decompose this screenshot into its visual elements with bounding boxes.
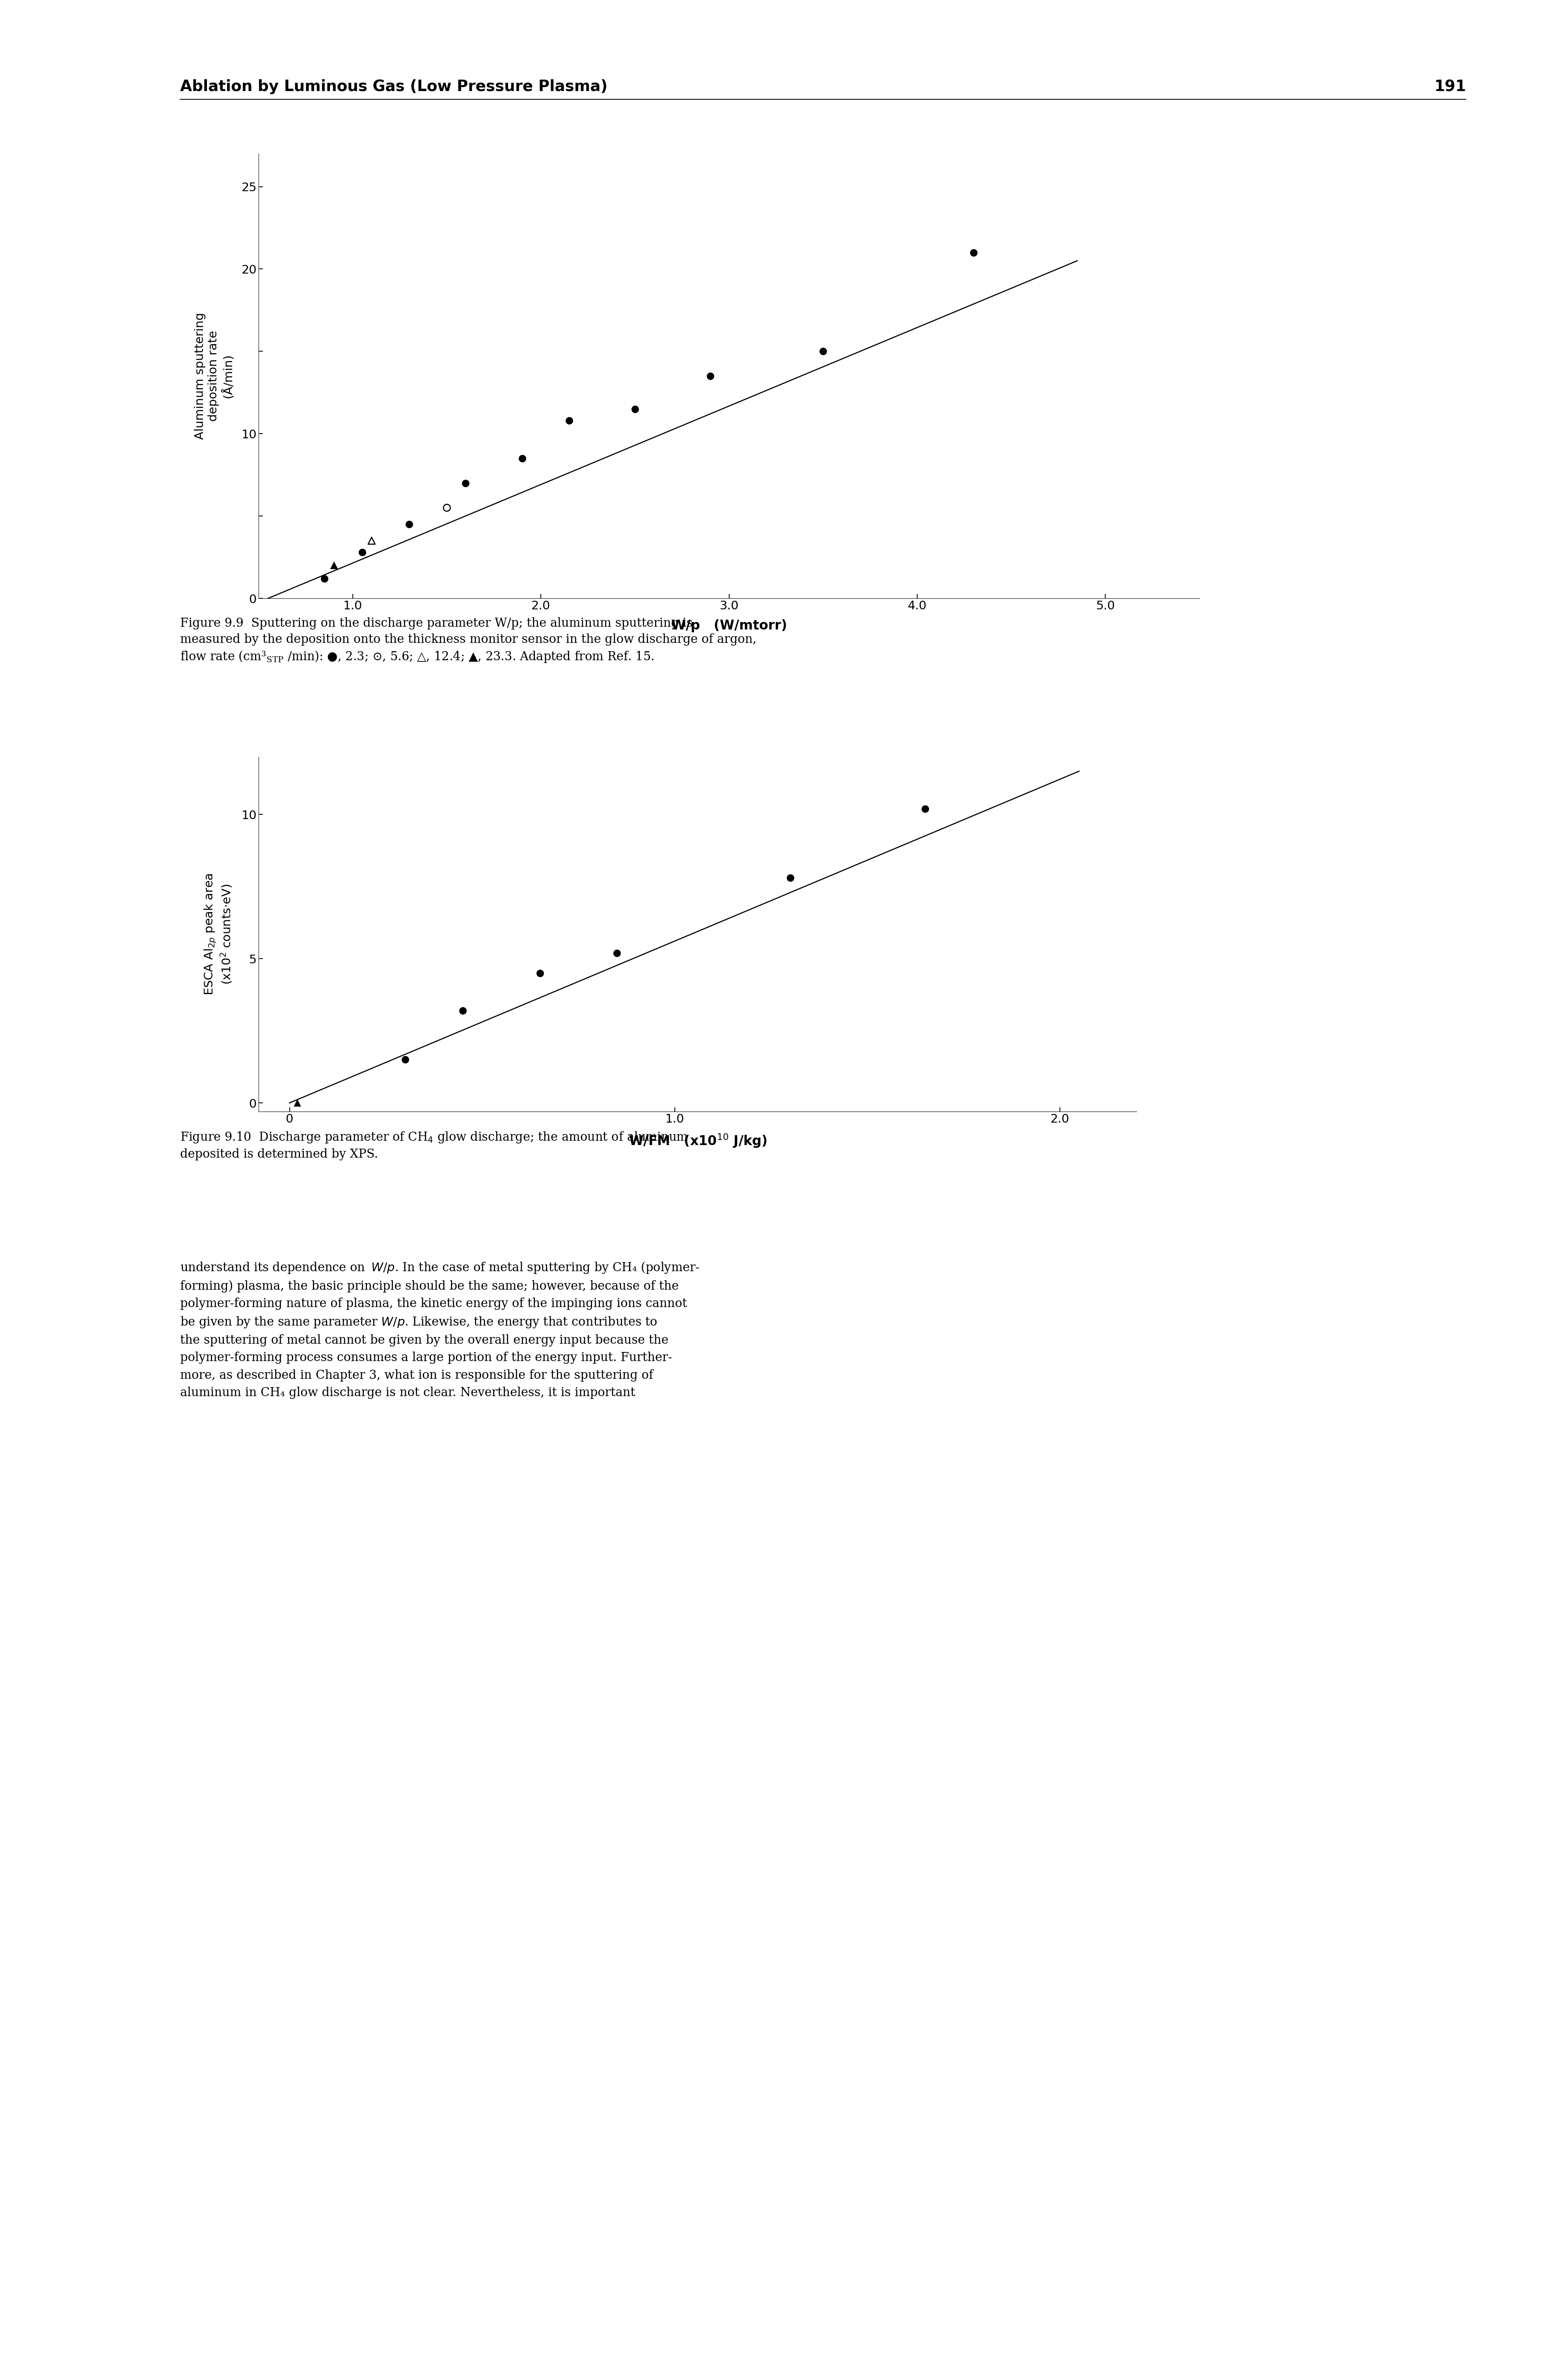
Text: Figure 9.10  Discharge parameter of CH$_4$ glow discharge; the amount of aluminu: Figure 9.10 Discharge parameter of CH$_4…: [180, 1130, 688, 1161]
Point: [811, 333, 836, 371]
Point: [453, 464, 478, 501]
Point: [359, 523, 384, 561]
Point: [961, 234, 986, 272]
Point: [557, 402, 582, 440]
Point: [434, 490, 459, 527]
Text: Figure 9.9  Sputtering on the discharge parameter W/p; the aluminum sputtering i: Figure 9.9 Sputtering on the discharge p…: [180, 617, 757, 665]
Point: [604, 934, 629, 972]
Point: [698, 357, 723, 395]
Point: [450, 991, 475, 1029]
Point: [312, 561, 337, 598]
Point: [392, 1041, 417, 1078]
Text: understand its dependence on  $W/p$. In the case of metal sputtering by CH₄ (pol: understand its dependence on $W/p$. In t…: [180, 1261, 699, 1398]
Point: [778, 858, 803, 896]
Point: [527, 953, 552, 991]
Point: [321, 546, 347, 584]
Point: [285, 1083, 310, 1121]
Text: Ablation by Luminous Gas (Low Pressure Plasma): Ablation by Luminous Gas (Low Pressure P…: [180, 80, 608, 95]
Point: [913, 790, 938, 828]
Point: [510, 440, 535, 478]
Point: [397, 506, 422, 544]
X-axis label: W/p   (W/mtorr): W/p (W/mtorr): [671, 620, 787, 631]
Text: 191: 191: [1435, 80, 1466, 95]
Point: [350, 534, 375, 572]
X-axis label: W/FM   (x10$^{10}$ J/kg): W/FM (x10$^{10}$ J/kg): [629, 1133, 767, 1149]
Point: [622, 390, 648, 428]
Y-axis label: Aluminum sputtering
deposition rate
(Å/min): Aluminum sputtering deposition rate (Å/m…: [194, 312, 234, 440]
Y-axis label: ESCA Al$_{2p}$ peak area
(x10$^2$ counts·eV): ESCA Al$_{2p}$ peak area (x10$^2$ counts…: [202, 873, 234, 996]
